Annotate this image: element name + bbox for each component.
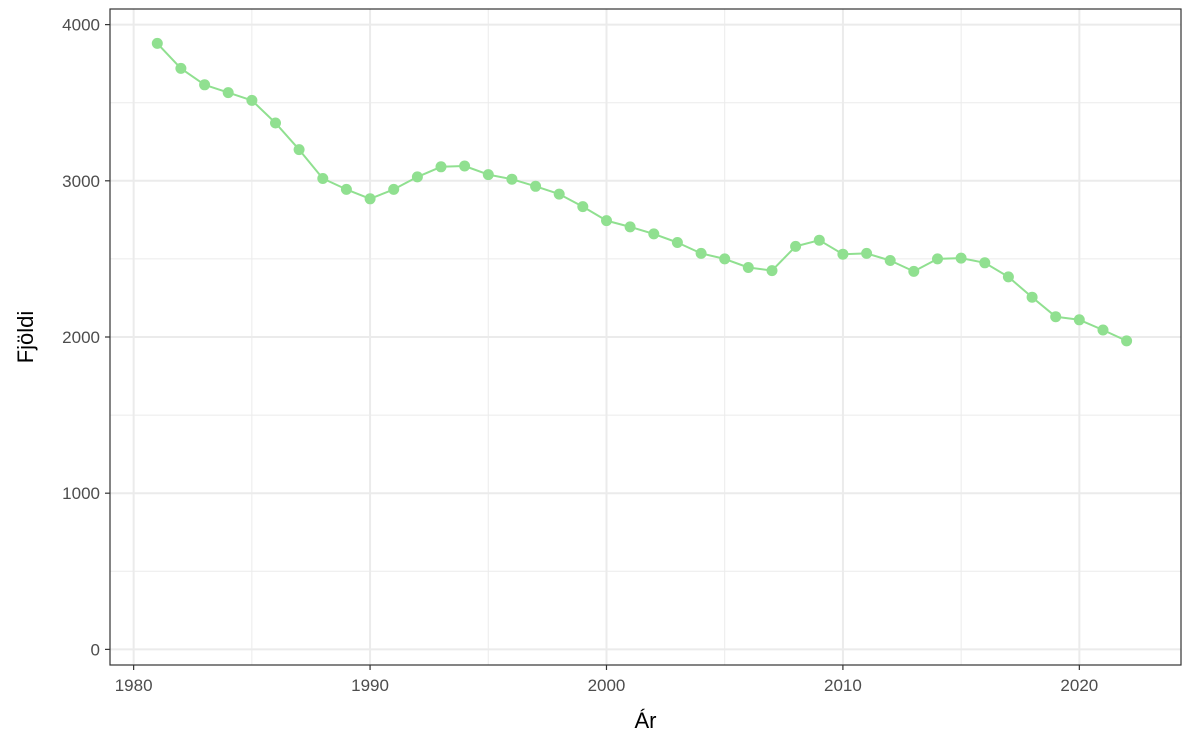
- data-point: [601, 215, 612, 227]
- data-point: [1026, 291, 1038, 303]
- series-line: [156, 42, 1128, 342]
- data-point: [1121, 335, 1133, 347]
- x-tick-label: 2020: [1060, 676, 1098, 695]
- data-point: [151, 37, 163, 49]
- data-point: [742, 262, 754, 273]
- data-point: [1073, 314, 1085, 326]
- data-point: [577, 201, 589, 213]
- data-point: [955, 252, 967, 264]
- data-point: [530, 180, 542, 192]
- data-point: [671, 237, 683, 248]
- data-point: [246, 94, 258, 106]
- data-point: [222, 87, 234, 99]
- y-tick-label: 2000: [62, 328, 100, 347]
- major-gridlines: [110, 9, 1181, 665]
- data-point: [199, 79, 211, 91]
- data-point: [1097, 324, 1109, 336]
- data-point: [837, 248, 849, 260]
- axis-ticks: [105, 24, 1080, 670]
- data-point: [932, 253, 943, 265]
- data-point: [884, 255, 896, 266]
- x-tick-label: 1980: [115, 676, 153, 695]
- x-tick-label: 1990: [351, 676, 389, 695]
- x-axis-tick-labels: 1980 1990 2000 2010 2020: [115, 676, 1099, 695]
- data-point: [506, 173, 518, 185]
- x-tick-label: 2010: [824, 676, 862, 695]
- y-axis-tick-labels: 0 1000 2000 3000 4000: [62, 16, 100, 660]
- data-point: [411, 171, 423, 183]
- data-point: [861, 247, 873, 259]
- minor-gridlines: [110, 9, 1181, 665]
- data-point: [624, 221, 636, 233]
- y-tick-label: 3000: [62, 172, 100, 191]
- x-tick-label: 2000: [588, 676, 626, 695]
- y-tick-label: 4000: [62, 16, 100, 35]
- data-point: [388, 183, 400, 195]
- data-point: [435, 161, 447, 173]
- data-point: [364, 193, 376, 205]
- data-point: [695, 247, 707, 259]
- data-point: [979, 257, 991, 269]
- y-axis-title: Fjöldi: [13, 311, 38, 364]
- data-point: [813, 234, 825, 246]
- data-point: [766, 265, 778, 277]
- data-point: [459, 160, 471, 172]
- data-point: [1002, 271, 1014, 283]
- data-point: [648, 228, 660, 240]
- y-tick-label: 1000: [62, 484, 100, 503]
- data-point: [293, 144, 305, 156]
- data-point: [340, 183, 352, 195]
- data-point: [270, 117, 281, 129]
- data-point: [482, 169, 494, 181]
- data-point: [719, 253, 731, 265]
- data-point: [790, 240, 802, 252]
- y-tick-label: 0: [91, 640, 100, 659]
- data-point: [1050, 311, 1062, 323]
- data-point: [317, 173, 329, 184]
- data-point: [553, 188, 565, 200]
- data-point: [908, 265, 920, 277]
- data-point: [175, 62, 187, 74]
- series-layer: [151, 37, 1133, 347]
- x-axis-title: Ár: [635, 708, 657, 733]
